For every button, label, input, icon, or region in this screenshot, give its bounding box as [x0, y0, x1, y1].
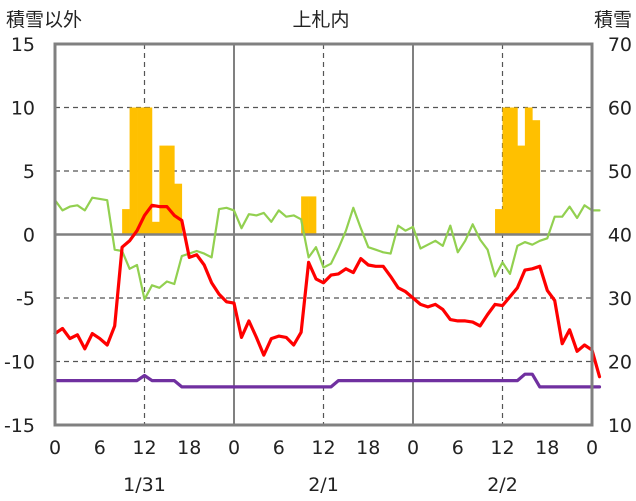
right-tick-label: 50 [608, 161, 632, 183]
snow-bar [509, 107, 518, 235]
left-tick-label: 5 [23, 161, 35, 183]
snow-bar [502, 107, 511, 235]
x-tick-label: 0 [407, 437, 419, 459]
x-tick-label: 6 [452, 437, 464, 459]
snow-bar [517, 145, 526, 235]
right-tick-label: 60 [608, 98, 632, 120]
snow-bar [129, 107, 138, 235]
x-tick-label: 12 [132, 437, 156, 459]
snow-bar [532, 120, 541, 235]
right-axis-ticks: 70 60 50 40 30 20 10 [608, 34, 632, 437]
left-axis-label: 積雪以外 [6, 9, 82, 31]
left-tick-label: -10 [4, 352, 35, 374]
x-tick-label: 0 [228, 437, 240, 459]
left-tick-label: 0 [23, 225, 35, 247]
snow-bar [122, 209, 130, 235]
x-tick-label: 0 [49, 437, 61, 459]
snow-bar [524, 107, 533, 235]
x-tick-label: 12 [490, 437, 514, 459]
right-axis-label: 積雪 [594, 9, 632, 31]
snow-bar [174, 183, 183, 235]
x-tick-label: 6 [273, 437, 285, 459]
right-tick-label: 10 [608, 415, 632, 437]
green-series-line [53, 196, 601, 301]
x-tick-label: 18 [177, 437, 201, 459]
left-tick-label: 15 [11, 34, 35, 56]
x-tick-label: 6 [94, 437, 106, 459]
right-tick-label: 30 [608, 288, 632, 310]
snow-bar [144, 107, 153, 235]
x-tick-label: 12 [311, 437, 335, 459]
red-series-line [53, 203, 602, 379]
day-label: 2/1 [308, 474, 339, 496]
snow-bar [151, 221, 160, 235]
purple-series-line [53, 372, 602, 389]
left-tick-label: -5 [16, 288, 35, 310]
x-axis-ticks: 0 6 12 18 0 6 12 18 0 6 12 18 0 [49, 437, 598, 459]
day-label: 1/31 [123, 474, 166, 496]
x-tick-label: 0 [586, 437, 598, 459]
day-labels: 1/31 2/1 2/2 [123, 474, 518, 496]
snow-bar [159, 145, 168, 235]
snow-bar [308, 196, 317, 235]
snow-depth-bars [122, 107, 541, 235]
snow-bar [301, 196, 309, 235]
x-tick-label: 18 [356, 437, 380, 459]
right-tick-label: 70 [608, 34, 632, 56]
snow-bar [166, 145, 175, 235]
right-tick-label: 20 [608, 352, 632, 374]
left-tick-label: -15 [4, 415, 35, 437]
plot-frame [53, 42, 594, 427]
right-tick-label: 40 [608, 225, 632, 247]
chart-title: 上札内 [292, 9, 349, 31]
snow-bar [137, 107, 145, 235]
snow-bar [495, 209, 503, 235]
series-lines [53, 196, 602, 389]
x-tick-label: 18 [535, 437, 559, 459]
left-tick-label: 10 [11, 98, 35, 120]
day-label: 2/2 [487, 474, 518, 496]
left-axis-ticks: 15 10 5 0 -5 -10 -15 [4, 34, 35, 437]
